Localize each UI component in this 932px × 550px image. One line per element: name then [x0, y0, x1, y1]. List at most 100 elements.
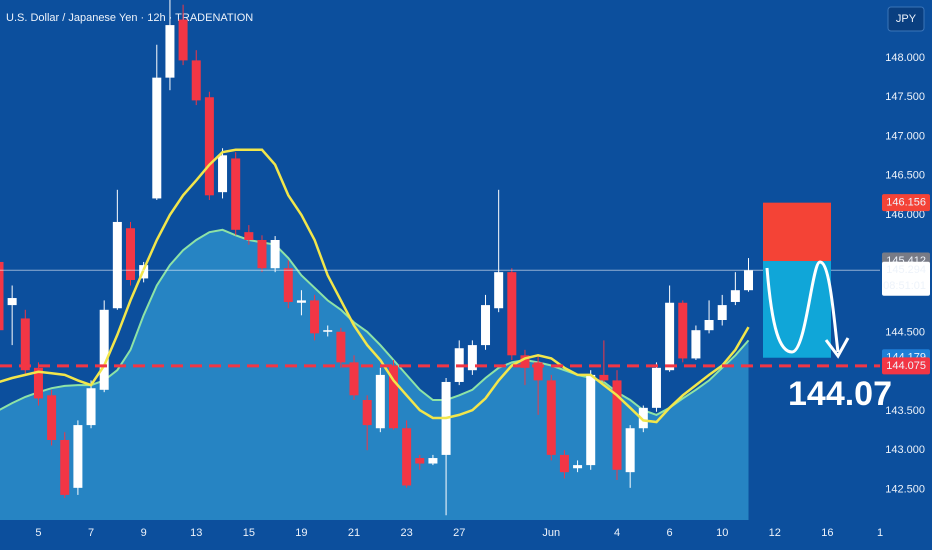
- target-zone: [763, 261, 831, 358]
- y-tick-label: 146.000: [885, 209, 925, 221]
- candle-body: [717, 305, 727, 320]
- x-tick-label: 16: [821, 527, 833, 539]
- candle-body: [428, 458, 438, 464]
- y-tick-label: 143.000: [885, 444, 925, 456]
- candle-body: [178, 19, 188, 61]
- candle-body: [86, 388, 96, 426]
- ma-line: [0, 148, 750, 424]
- x-tick-label: 5: [35, 527, 41, 539]
- candle-body: [231, 158, 241, 230]
- arrow-head: [824, 337, 850, 359]
- chart-title: U.S. Dollar / Japanese Yen · 12h · TRADE…: [6, 12, 253, 24]
- candle-body: [152, 77, 162, 199]
- candle-body: [507, 272, 517, 356]
- candle-body: [270, 240, 280, 269]
- candle-body: [730, 290, 740, 302]
- candle-body: [665, 302, 675, 371]
- candle-body: [625, 428, 635, 473]
- candle-body: [415, 458, 425, 464]
- currency-button[interactable]: [887, 6, 925, 32]
- target-annotation: 144.07: [788, 375, 892, 413]
- candle-body: [336, 331, 346, 363]
- candle-body: [533, 362, 543, 381]
- stop-label: 146.156: [886, 197, 926, 209]
- candle-body: [244, 232, 254, 240]
- x-tick-label: 9: [141, 527, 147, 539]
- candle-body: [599, 374, 609, 381]
- candle-body: [323, 330, 333, 332]
- candle-body: [678, 302, 688, 359]
- x-tick-label: 19: [295, 527, 307, 539]
- forecast-arrow: [765, 260, 840, 354]
- y-tick-label: 144.500: [885, 326, 925, 338]
- y-tick-label: 142.500: [885, 483, 925, 495]
- price-label-box: [882, 357, 930, 375]
- y-tick-label: 147.000: [885, 130, 925, 142]
- candle-body: [546, 380, 556, 455]
- candle-body: [388, 365, 398, 429]
- price-label: 145.294: [886, 264, 926, 276]
- candle-body: [402, 428, 412, 486]
- x-tick-label: 7: [88, 527, 94, 539]
- candle-body: [494, 272, 504, 309]
- currency-button-label[interactable]: JPY: [896, 13, 917, 25]
- candle-body: [651, 367, 661, 408]
- candle-body: [33, 367, 43, 399]
- candle-body: [691, 330, 701, 359]
- candle-body: [559, 454, 569, 473]
- candle-body: [191, 60, 201, 101]
- candle-body: [218, 155, 228, 193]
- candle-body: [349, 362, 359, 396]
- candle-body: [375, 374, 385, 429]
- candle-body: [573, 465, 583, 469]
- x-tick-label: 23: [401, 527, 413, 539]
- x-tick-label: 6: [667, 527, 673, 539]
- candle-body: [481, 305, 491, 346]
- x-tick-label: 10: [716, 527, 728, 539]
- stop-zone: [763, 202, 831, 262]
- candle-body: [47, 395, 57, 440]
- candle-body: [362, 400, 372, 426]
- y-tick-label: 148.000: [885, 52, 925, 64]
- x-tick-label: 12: [769, 527, 781, 539]
- candle-body: [257, 240, 267, 269]
- candle-body: [586, 374, 596, 466]
- y-tick-label: 143.500: [885, 405, 925, 417]
- candle-body: [7, 298, 17, 306]
- x-tick-label: 21: [348, 527, 360, 539]
- y-tick-label: 147.500: [885, 91, 925, 103]
- candle-body: [112, 221, 122, 309]
- candle-body: [0, 261, 4, 331]
- candle-body: [296, 300, 306, 303]
- candle-body: [60, 440, 70, 495]
- candle-body: [165, 25, 175, 78]
- y-tick-label: 146.500: [885, 170, 925, 182]
- candle-body: [125, 228, 135, 280]
- x-tick-label: 13: [190, 527, 202, 539]
- ma-area: [0, 229, 749, 520]
- candle-body: [283, 268, 293, 302]
- x-tick-label: 15: [243, 527, 255, 539]
- candle-body: [612, 380, 622, 470]
- candle-body: [744, 270, 754, 291]
- stop-label-box: [882, 194, 930, 212]
- candle-body: [20, 318, 30, 371]
- candle-body: [638, 407, 648, 429]
- countdown: 08:51:01: [883, 280, 926, 292]
- candle-body: [704, 320, 714, 331]
- x-tick-label: 27: [453, 527, 465, 539]
- candle-body: [99, 309, 109, 390]
- x-tick-label: 1: [877, 527, 883, 539]
- ma-line: [0, 228, 750, 416]
- price-label: 144.075: [886, 360, 926, 372]
- price-label-box: [882, 261, 930, 296]
- x-tick-label: 4: [614, 527, 620, 539]
- candle-body: [467, 345, 477, 371]
- candle-body: [73, 425, 83, 488]
- x-tick-label: Jun: [542, 527, 560, 539]
- overlay: 144.07 JPY: [765, 6, 925, 413]
- candle-body: [520, 355, 530, 368]
- candle-body: [310, 300, 320, 334]
